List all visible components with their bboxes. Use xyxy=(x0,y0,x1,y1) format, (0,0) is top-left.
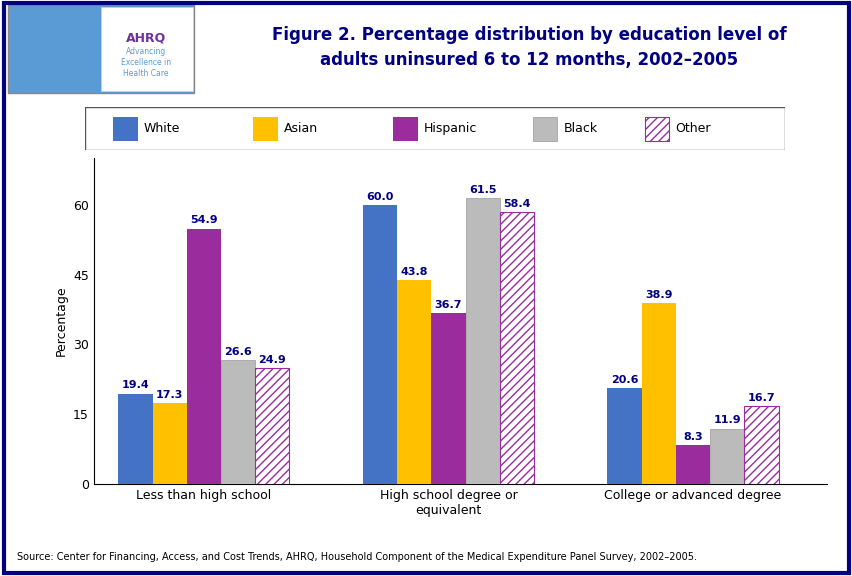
Bar xyxy=(396,280,431,484)
Text: 60.0: 60.0 xyxy=(366,192,393,202)
Bar xyxy=(744,406,778,484)
Bar xyxy=(118,393,153,484)
Bar xyxy=(641,303,675,484)
Text: Asian: Asian xyxy=(284,122,318,135)
Text: 20.6: 20.6 xyxy=(610,375,637,385)
Bar xyxy=(607,388,641,484)
FancyBboxPatch shape xyxy=(532,118,557,141)
Text: 36.7: 36.7 xyxy=(435,300,462,310)
Text: 61.5: 61.5 xyxy=(469,185,496,195)
Bar xyxy=(362,205,396,484)
Text: 43.8: 43.8 xyxy=(400,267,428,277)
Bar xyxy=(465,198,499,484)
Text: 17.3: 17.3 xyxy=(156,390,183,400)
Text: 26.6: 26.6 xyxy=(224,347,251,357)
FancyBboxPatch shape xyxy=(101,6,193,92)
Bar xyxy=(431,313,465,484)
Text: 58.4: 58.4 xyxy=(503,199,530,209)
Text: Advancing
Excellence in
Health Care: Advancing Excellence in Health Care xyxy=(121,47,171,78)
Text: Source: Center for Financing, Access, and Cost Trends, AHRQ, Household Component: Source: Center for Financing, Access, an… xyxy=(17,552,696,562)
Text: 11.9: 11.9 xyxy=(712,415,740,425)
Bar xyxy=(221,360,255,484)
FancyBboxPatch shape xyxy=(253,118,278,141)
Text: White: White xyxy=(144,122,181,135)
Text: Hispanic: Hispanic xyxy=(423,122,476,135)
FancyBboxPatch shape xyxy=(113,118,138,141)
FancyBboxPatch shape xyxy=(393,118,417,141)
Text: 8.3: 8.3 xyxy=(682,432,702,442)
Bar xyxy=(187,229,221,484)
Text: Figure 2. Percentage distribution by education level of
adults uninsured 6 to 12: Figure 2. Percentage distribution by edu… xyxy=(271,25,786,69)
Bar xyxy=(255,368,289,484)
Text: Other: Other xyxy=(675,122,711,135)
Text: 19.4: 19.4 xyxy=(121,380,149,391)
Text: AHRQ: AHRQ xyxy=(126,32,166,44)
Y-axis label: Percentage: Percentage xyxy=(55,286,67,357)
Text: 16.7: 16.7 xyxy=(746,393,774,403)
Text: 24.9: 24.9 xyxy=(258,355,286,365)
Text: Black: Black xyxy=(563,122,597,135)
Text: 54.9: 54.9 xyxy=(190,215,217,225)
Bar xyxy=(499,213,533,484)
Text: 38.9: 38.9 xyxy=(644,290,671,300)
Bar xyxy=(675,445,709,484)
Bar xyxy=(709,429,744,484)
FancyBboxPatch shape xyxy=(9,5,194,93)
FancyBboxPatch shape xyxy=(644,118,669,141)
FancyBboxPatch shape xyxy=(85,107,784,150)
Bar xyxy=(153,403,187,484)
